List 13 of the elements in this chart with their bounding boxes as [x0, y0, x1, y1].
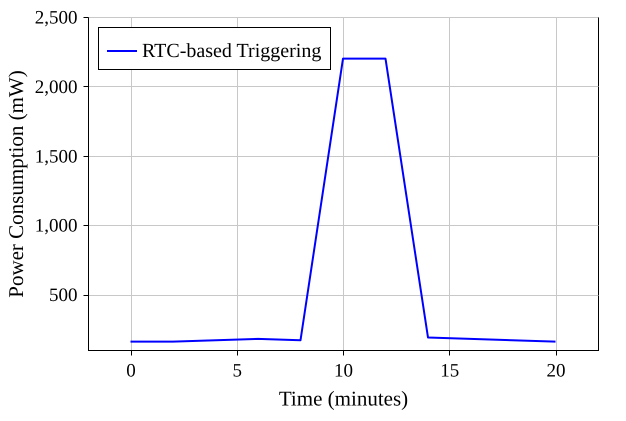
x-tick-label: 10 — [334, 360, 353, 382]
y-tick-label: 1,500 — [34, 146, 78, 168]
y-axis-title: Power Consumption (mW) — [4, 70, 28, 298]
x-axis-title: Time (minutes) — [278, 386, 408, 410]
x-tick-label: 0 — [126, 360, 136, 382]
y-tick-label: 1,000 — [34, 216, 78, 237]
y-tick-label: 2,500 — [34, 8, 78, 28]
y-tick-label: 500 — [49, 285, 78, 306]
y-tick-label: 2,000 — [34, 76, 78, 98]
x-tick-label: 20 — [546, 360, 566, 382]
legend-label: RTC-based Triggering — [142, 40, 322, 62]
x-tick-label: 15 — [440, 360, 460, 382]
x-tick-label: 5 — [232, 360, 242, 382]
